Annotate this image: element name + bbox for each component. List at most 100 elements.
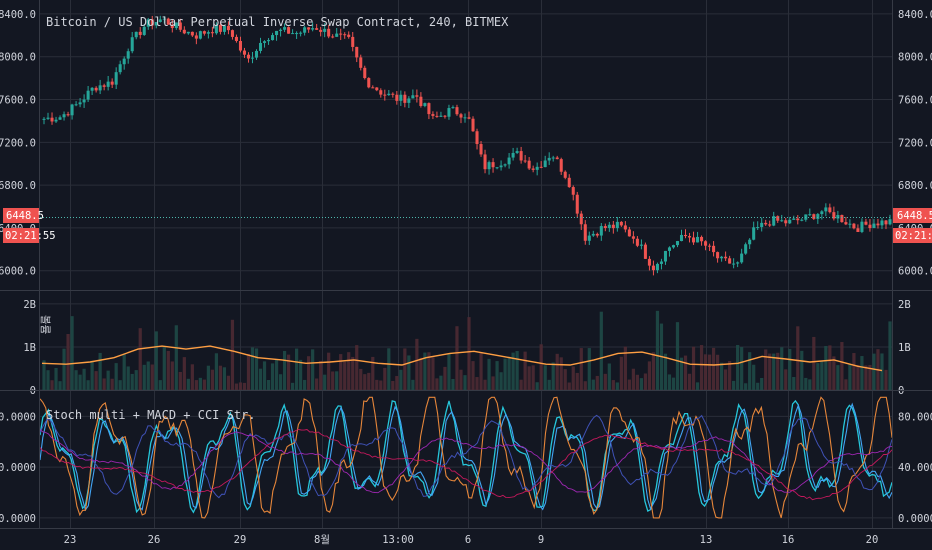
volume-bar — [158, 380, 162, 390]
candle-body — [279, 29, 283, 31]
volume-bar — [50, 380, 54, 390]
volume-bar — [311, 349, 315, 390]
volume-bar — [695, 382, 700, 390]
volume-bar — [856, 364, 860, 390]
volume-bar — [683, 355, 688, 390]
candle-body — [222, 25, 226, 32]
candle-body — [74, 104, 78, 106]
candle-body — [395, 94, 399, 101]
candle-body — [455, 107, 459, 115]
candle-body — [58, 117, 62, 120]
volume-bar — [595, 375, 599, 390]
volume-bar — [611, 380, 615, 390]
x-tick-label: 16 — [782, 534, 795, 546]
candle-body — [367, 78, 371, 88]
volume-ma-line — [41, 345, 883, 372]
price-tick-right: 8000.0 — [898, 52, 932, 64]
volume-bar — [427, 352, 431, 390]
last-price-tag-right: 6448.5 — [893, 208, 932, 223]
candle-body — [848, 223, 852, 225]
volume-bar — [411, 379, 415, 390]
osc-tick-right: 40.0000 — [898, 462, 932, 474]
last-price-label-left: 6448.5 — [6, 210, 44, 222]
volume-bar — [134, 370, 138, 390]
volume-bar — [635, 374, 640, 390]
candle-body — [102, 85, 106, 87]
volume-bar — [655, 310, 660, 390]
candle-body — [736, 262, 740, 264]
price-tick-right: 6800.0 — [898, 180, 932, 192]
candle-body — [439, 115, 443, 117]
chart-title: Bitcoin / US Dollar Perpetual Inverse Sw… — [46, 15, 509, 29]
volume-bar — [278, 374, 283, 390]
volume-bar — [836, 365, 840, 390]
candle-body — [379, 90, 383, 95]
volume-bar — [250, 347, 255, 390]
grid-lines — [40, 0, 892, 528]
volume-bar — [274, 359, 279, 390]
volume-bar — [299, 359, 303, 390]
candle-body — [391, 93, 395, 95]
candle-body — [828, 207, 832, 213]
candle-body — [202, 31, 206, 34]
candle-body — [218, 24, 222, 32]
volume-bar — [780, 347, 784, 390]
candle-body — [234, 36, 238, 41]
volume-bar — [507, 356, 511, 390]
candle-body — [607, 224, 611, 229]
candle-body — [611, 224, 615, 229]
candle-body — [311, 28, 315, 30]
volume-bar — [110, 378, 114, 390]
candle-body — [66, 114, 70, 116]
candle-body — [134, 31, 138, 38]
candle-body — [267, 40, 271, 42]
volume-bar — [146, 361, 150, 390]
volume-bar — [732, 380, 736, 390]
candle-body — [190, 31, 194, 36]
volume-label: 볼륨 — [39, 315, 51, 335]
volume-bar — [451, 378, 455, 390]
candle-body — [206, 32, 210, 34]
candle-body — [852, 223, 856, 229]
volume-bar — [872, 353, 876, 390]
candle-body — [683, 234, 688, 237]
candle-body — [527, 160, 531, 169]
volume-bar — [491, 376, 495, 390]
volume-bar — [238, 382, 243, 390]
candle-body — [327, 28, 331, 37]
osc-tick-left: 80.0000 — [0, 411, 36, 423]
volume-bar — [266, 379, 271, 390]
volume-bar — [563, 369, 567, 390]
volume-bar — [315, 378, 319, 390]
volume-bar — [627, 379, 631, 390]
volume-bar — [711, 347, 716, 390]
candle-body — [675, 241, 680, 246]
volume-bar — [828, 345, 832, 390]
volume-bar — [880, 353, 884, 390]
candle-body — [138, 31, 142, 35]
candle-body — [106, 81, 110, 87]
candle-body — [599, 226, 603, 236]
candle-body — [351, 36, 355, 47]
candle-body — [591, 233, 595, 236]
candle-body — [423, 103, 427, 106]
volume-bar — [431, 357, 435, 390]
candle-body — [403, 94, 407, 103]
volume-bar — [359, 368, 363, 390]
candle-body — [303, 27, 307, 33]
volume-bar — [623, 346, 627, 390]
volume-bar — [246, 353, 251, 390]
volume-bar — [728, 360, 732, 390]
candle-body — [86, 90, 90, 100]
candle-body — [363, 67, 367, 79]
x-tick-label: 26 — [148, 534, 161, 546]
candle-body — [178, 22, 182, 30]
candle-body — [752, 227, 756, 240]
candle-body — [427, 103, 431, 115]
candle-body — [331, 36, 335, 38]
volume-bar — [559, 357, 563, 390]
volume-bar — [599, 311, 603, 390]
candle-body — [399, 94, 403, 101]
volume-bar — [808, 379, 812, 390]
macd-line — [39, 414, 893, 499]
